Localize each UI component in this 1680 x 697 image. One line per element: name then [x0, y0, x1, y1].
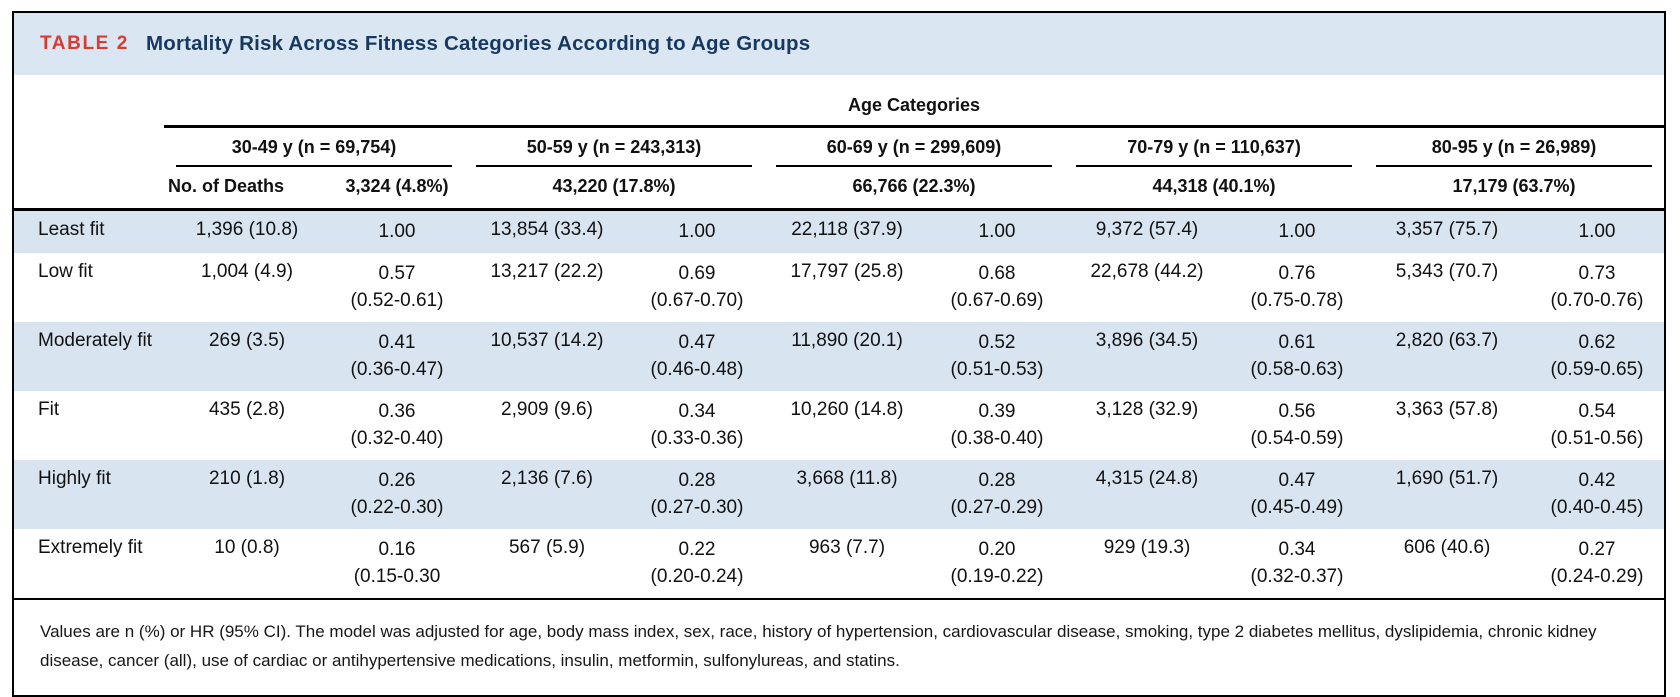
cell-hr: 0.52 (0.51-0.53)	[950, 331, 1044, 380]
cell-n: 11,890 (20.1)	[791, 329, 903, 351]
table-title: Mortality Risk Across Fitness Categories…	[145, 32, 811, 55]
cell-n: 3,363 (57.8)	[1395, 398, 1499, 420]
cell-n: 2,136 (7.6)	[501, 467, 593, 489]
cell-hr: 0.41 (0.36-0.47)	[350, 331, 444, 380]
cell-hr: 0.54 (0.51-0.56)	[1550, 400, 1644, 449]
deaths-value: 43,220 (17.8%)	[464, 167, 764, 211]
group-header-80-95: 80-95 y (n = 26,989)	[1376, 137, 1653, 167]
deaths-row-label: No. of Deaths	[164, 167, 330, 211]
cell-hr: 0.36 (0.32-0.40)	[350, 400, 444, 449]
cell-hr: 0.16 (0.15-0.30	[353, 538, 441, 587]
table-footnote: Values are n (%) or HR (95% CI). The mod…	[14, 597, 1664, 695]
cell-hr: 0.20 (0.19-0.22)	[950, 538, 1044, 587]
cell-n: 269 (3.5)	[208, 329, 286, 351]
cell-n: 2,909 (9.6)	[501, 398, 593, 420]
cell-hr: 0.26 (0.22-0.30)	[350, 469, 444, 518]
cell-n: 4,315 (24.8)	[1095, 467, 1199, 489]
cell-n: 929 (19.3)	[1103, 536, 1191, 558]
table-title-bar: TABLE 2 Mortality Risk Across Fitness Ca…	[14, 13, 1664, 75]
cell-n: 3,128 (32.9)	[1095, 398, 1199, 420]
row-label: Moderately fit	[38, 329, 153, 351]
group-header-50-59: 50-59 y (n = 243,313)	[476, 137, 752, 167]
cell-hr: 0.42 (0.40-0.45)	[1550, 469, 1644, 518]
table-row: Highly fit 210 (1.8) 0.26 (0.22-0.30) 2,1…	[14, 459, 1665, 529]
table-card: TABLE 2 Mortality Risk Across Fitness Ca…	[12, 11, 1666, 697]
cell-n: 13,217 (22.2)	[490, 260, 604, 282]
cell-n: 435 (2.8)	[208, 398, 286, 420]
cell-hr: 0.68 (0.67-0.69)	[950, 262, 1044, 311]
group-header-70-79: 70-79 y (n = 110,637)	[1076, 137, 1352, 167]
mortality-risk-table: Age Categories 30-49 y (n = 69,754) 50-5…	[14, 83, 1665, 598]
age-categories-header: Age Categories	[164, 83, 1665, 128]
cell-n: 10,537 (14.2)	[490, 329, 604, 351]
table-number-tag: TABLE 2	[40, 33, 129, 54]
cell-hr: 1.00	[978, 221, 1016, 242]
spacer-cell	[14, 167, 164, 211]
row-label: Extremely fit	[38, 536, 143, 558]
deaths-row: No. of Deaths 3,324 (4.8%) 43,220 (17.8%…	[14, 167, 1665, 211]
cell-hr: 0.57 (0.52-0.61)	[350, 262, 444, 311]
cell-n: 963 (7.7)	[808, 536, 886, 558]
cell-hr: 0.73 (0.70-0.76)	[1550, 262, 1644, 311]
cell-hr: 0.28 (0.27-0.29)	[950, 469, 1044, 518]
cell-n: 606 (40.6)	[1403, 536, 1491, 558]
row-label: Low fit	[38, 260, 93, 282]
cell-n: 10,260 (14.8)	[790, 398, 904, 420]
cell-n: 10 (0.8)	[214, 536, 280, 558]
cell-n: 3,668 (11.8)	[796, 467, 898, 489]
cell-n: 567 (5.9)	[508, 536, 586, 558]
cell-hr: 0.28 (0.27-0.30)	[650, 469, 744, 518]
deaths-value: 66,766 (22.3%)	[764, 167, 1064, 211]
spacer-cell	[14, 83, 164, 127]
deaths-value: 3,324 (4.8%)	[330, 167, 464, 211]
cell-n: 1,396 (10.8)	[195, 219, 299, 240]
cell-hr: 0.76 (0.75-0.78)	[1250, 262, 1344, 311]
cell-n: 210 (1.8)	[208, 467, 286, 489]
group-header-row: 30-49 y (n = 69,754) 50-59 y (n = 243,31…	[14, 127, 1664, 168]
group-header-60-69: 60-69 y (n = 299,609)	[776, 137, 1052, 167]
cell-hr: 1.00	[678, 221, 716, 242]
cell-n: 22,678 (44.2)	[1090, 260, 1204, 282]
cell-hr: 1.00	[1278, 221, 1316, 242]
table-row: Low fit 1,004 (4.9) 0.57 (0.52-0.61) 13,2…	[14, 253, 1664, 322]
cell-hr: 0.62 (0.59-0.65)	[1550, 331, 1644, 380]
table-row: Extremely fit 10 (0.8) 0.16 (0.15-0.30 56…	[14, 529, 1664, 598]
cell-n: 5,343 (70.7)	[1395, 260, 1499, 282]
group-header-30-49: 30-49 y (n = 69,754)	[176, 137, 452, 167]
cell-n: 3,357 (75.7)	[1395, 219, 1499, 240]
cell-n: 1,690 (51.7)	[1395, 467, 1499, 489]
cell-hr: 0.34 (0.33-0.36)	[650, 400, 744, 449]
cell-hr: 0.61 (0.58-0.63)	[1250, 331, 1344, 380]
cell-n: 9,372 (57.4)	[1095, 219, 1199, 240]
cell-n: 3,896 (34.5)	[1095, 329, 1199, 351]
cell-n: 13,854 (33.4)	[490, 219, 604, 240]
spacer-cell	[14, 127, 164, 168]
cell-hr: 0.34 (0.32-0.37)	[1250, 538, 1344, 587]
cell-hr: 0.22 (0.20-0.24)	[650, 538, 744, 587]
row-label: Fit	[38, 398, 60, 420]
cell-hr: 1.00	[378, 221, 416, 242]
row-label: Least fit	[38, 219, 105, 240]
row-label: Highly fit	[38, 467, 111, 489]
table-row: Fit 435 (2.8) 0.36 (0.32-0.40) 2,909 (9.6…	[14, 391, 1664, 460]
table-row: Moderately fit 269 (3.5) 0.41 (0.36-0.47)…	[14, 321, 1665, 391]
cell-hr: 0.27 (0.24-0.29)	[1550, 538, 1644, 587]
cell-hr: 0.47 (0.46-0.48)	[650, 331, 744, 380]
cell-hr: 0.56 (0.54-0.59)	[1250, 400, 1344, 449]
cell-n: 2,820 (63.7)	[1395, 329, 1499, 351]
table-row: Least fit 1,396 (10.8) 1.00 13,854 (33.4…	[14, 209, 1665, 253]
cell-n: 22,118 (37.9)	[791, 219, 903, 240]
cell-hr: 0.39 (0.38-0.40)	[950, 400, 1044, 449]
cell-n: 1,004 (4.9)	[201, 260, 293, 282]
cell-hr: 0.69 (0.67-0.70)	[650, 262, 744, 311]
cell-hr: 0.47 (0.45-0.49)	[1250, 469, 1344, 518]
cell-hr: 1.00	[1578, 221, 1616, 242]
deaths-value: 44,318 (40.1%)	[1064, 167, 1364, 211]
age-categories-row: Age Categories	[14, 83, 1665, 128]
deaths-value: 17,179 (63.7%)	[1364, 167, 1665, 211]
cell-n: 17,797 (25.8)	[790, 260, 904, 282]
